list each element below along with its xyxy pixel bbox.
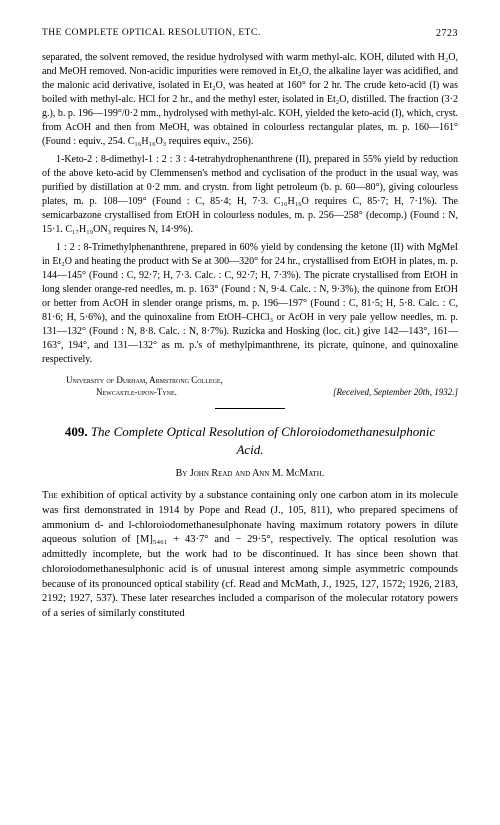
page-number: 2723 (436, 28, 458, 39)
running-title: THE COMPLETE OPTICAL RESOLUTION, ETC. (42, 28, 261, 39)
body-paragraph-3: 1 : 2 : 8-Trimethylphenanthrene, prepare… (42, 241, 458, 367)
attribution-line: Newcastle-upon-Tyne. [Received, Septembe… (42, 386, 458, 398)
article-title-block: 409. The Complete Optical Resolution of … (54, 423, 446, 458)
attribution-institution: University of Durham, Armstrong College, (42, 374, 458, 386)
article-authors: By John Read and Ann M. McMath. (42, 468, 458, 479)
para-lead-word: The (42, 490, 58, 501)
para-body-text: exhibition of optical activity by a subs… (42, 490, 458, 619)
body-paragraph-1: separated, the solvent removed, the resi… (42, 51, 458, 149)
attribution-place: Newcastle-upon-Tyne. (42, 386, 177, 398)
article-number: 409. (65, 424, 88, 439)
article-main-paragraph: The exhibition of optical activity by a … (42, 489, 458, 621)
section-divider (215, 408, 285, 409)
attribution-block: University of Durham, Armstrong College,… (42, 374, 458, 398)
article-title-text: The Complete Optical Resolution of Chlor… (91, 424, 435, 457)
page-header: THE COMPLETE OPTICAL RESOLUTION, ETC. 27… (42, 28, 458, 39)
received-date: [Received, September 20th, 1932.] (333, 386, 458, 398)
body-paragraph-2: 1-Keto-2 : 8-dimethyl-1 : 2 : 3 : 4-tetr… (42, 153, 458, 237)
